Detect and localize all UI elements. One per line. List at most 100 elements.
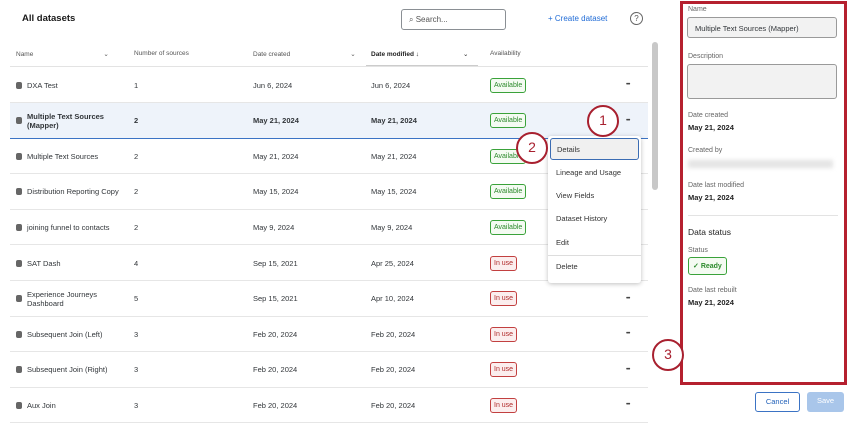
row-modified: Feb 20, 2024: [371, 400, 416, 410]
header-divider: [10, 66, 648, 67]
panel-divider: [688, 215, 838, 216]
availability-badge: In use: [490, 326, 518, 342]
status-label: Status: [688, 247, 708, 254]
row-name[interactable]: Distribution Reporting Copy: [16, 174, 126, 210]
date-modified-label: Date last modified: [688, 182, 745, 189]
availability-badge: In use: [490, 255, 518, 271]
row-name[interactable]: DXA Test: [16, 67, 126, 103]
search-icon: ⌕: [409, 15, 416, 24]
row-created: May 21, 2024: [253, 151, 299, 161]
column-header-name[interactable]: Name ⌄: [16, 51, 109, 58]
date-created-value: May 21, 2024: [688, 123, 734, 132]
availability-badge: In use: [490, 397, 518, 413]
row-created: Sep 15, 2021: [253, 258, 298, 268]
description-field[interactable]: [687, 64, 837, 99]
callout-highlight-panel: [680, 1, 847, 385]
more-options-icon[interactable]: •••: [626, 366, 630, 373]
menu-item-view-fields[interactable]: View Fields: [556, 191, 595, 200]
row-modified: May 21, 2024: [371, 116, 417, 126]
row-name[interactable]: Aux Join: [16, 387, 126, 423]
row-modified: Jun 6, 2024: [371, 80, 411, 90]
row-modified: Feb 20, 2024: [371, 365, 416, 375]
menu-item-details[interactable]: Details: [550, 138, 639, 160]
availability-badge: In use: [490, 291, 518, 307]
row-created: May 21, 2024: [253, 116, 299, 126]
save-button[interactable]: Save: [807, 392, 844, 412]
database-icon: [16, 295, 22, 303]
callout-3: 3: [652, 339, 684, 371]
row-created: May 9, 2024: [253, 222, 295, 232]
row-name[interactable]: Experience Journeys Dashboard: [16, 281, 126, 317]
create-dataset-button[interactable]: + Create dataset: [548, 14, 608, 23]
name-field[interactable]: Multiple Text Sources (Mapper): [687, 17, 837, 38]
menu-item-edit[interactable]: Edit: [556, 238, 569, 247]
table-row[interactable]: Subsequent Join (Right) 3 Feb 20, 2024 F…: [10, 352, 648, 388]
row-sources: 3: [134, 400, 139, 410]
status-badge: ✓ Ready: [688, 257, 727, 275]
row-modified: Apr 25, 2024: [371, 258, 414, 268]
more-options-icon[interactable]: •••: [626, 331, 630, 338]
row-name[interactable]: Subsequent Join (Right): [16, 352, 126, 388]
menu-item-delete[interactable]: Delete: [556, 262, 578, 271]
cancel-button[interactable]: Cancel: [755, 392, 800, 412]
database-icon: [16, 401, 22, 409]
page-title: All datasets: [22, 13, 76, 24]
search-input[interactable]: ⌕ Search...: [401, 9, 506, 30]
row-sources: 2: [134, 187, 139, 197]
database-icon: [16, 366, 22, 374]
availability-badge: Available: [490, 184, 527, 200]
column-header-availability: Availability: [490, 50, 521, 57]
row-name[interactable]: Multiple Text Sources: [16, 138, 126, 174]
more-options-icon[interactable]: •••: [626, 295, 630, 302]
table-row[interactable]: Subsequent Join (Left) 3 Feb 20, 2024 Fe…: [10, 316, 648, 353]
database-icon: [16, 152, 22, 160]
table-row[interactable]: Experience Journeys Dashboard 5 Sep 15, …: [10, 281, 648, 317]
table-row[interactable]: Multiple Text Sources (Mapper) 2 May 21,…: [10, 102, 648, 139]
availability-badge: Available: [490, 77, 527, 93]
row-name[interactable]: joining funnel to contacts: [16, 209, 126, 245]
data-status-heading: Data status: [688, 227, 731, 237]
more-options-icon[interactable]: •••: [626, 82, 630, 88]
callout-2: 2: [516, 132, 548, 164]
row-name[interactable]: Subsequent Join (Left): [16, 316, 126, 352]
row-name[interactable]: Multiple Text Sources (Mapper): [16, 103, 126, 139]
row-modified: May 9, 2024: [371, 222, 413, 232]
availability-badge: Available: [490, 113, 527, 129]
column-header-created[interactable]: Date created ⌄: [253, 51, 356, 58]
help-icon[interactable]: ?: [630, 12, 643, 25]
row-sources: 4: [134, 258, 139, 268]
menu-item-history[interactable]: Dataset History: [556, 214, 608, 223]
row-actions-menu: Details Lineage and Usage View Fields Da…: [548, 136, 641, 283]
row-name[interactable]: SAT Dash: [16, 245, 126, 281]
row-modified: Apr 10, 2024: [371, 294, 414, 304]
row-modified: May 15, 2024: [371, 187, 417, 197]
database-icon: [16, 188, 22, 196]
menu-item-lineage[interactable]: Lineage and Usage: [556, 168, 622, 177]
scrollbar[interactable]: [652, 42, 658, 190]
row-created: Feb 20, 2024: [253, 329, 298, 339]
table-row[interactable]: Distribution Reporting Copy 2 May 15, 20…: [10, 174, 648, 210]
created-by-label: Created by: [688, 147, 723, 154]
availability-badge: In use: [490, 362, 518, 378]
more-options-icon[interactable]: •••: [626, 402, 630, 409]
database-icon: [16, 117, 22, 125]
table-row[interactable]: Multiple Text Sources 2 May 21, 2024 May…: [10, 138, 648, 175]
row-created: May 15, 2024: [253, 187, 299, 197]
database-icon: [16, 223, 22, 231]
row-created: Jun 6, 2024: [253, 80, 293, 90]
row-sources: 2: [134, 116, 139, 126]
column-header-modified[interactable]: Date modified ↓ ⌄: [371, 51, 469, 58]
rebuilt-value: May 21, 2024: [688, 298, 734, 307]
details-panel: Name Multiple Text Sources (Mapper) Desc…: [676, 0, 850, 418]
name-label: Name: [688, 6, 707, 13]
row-sources: 2: [134, 151, 139, 161]
column-header-sources[interactable]: Number of sources: [134, 50, 189, 57]
created-by-redacted: [688, 160, 833, 168]
menu-divider: [548, 255, 641, 256]
table-row[interactable]: DXA Test 1 Jun 6, 2024 Jun 6, 2024 Avail…: [10, 67, 648, 103]
database-icon: [16, 81, 22, 89]
row-sources: 3: [134, 329, 139, 339]
date-created-label: Date created: [688, 112, 729, 119]
more-options-icon[interactable]: •••: [626, 117, 630, 124]
database-icon: [16, 259, 22, 267]
